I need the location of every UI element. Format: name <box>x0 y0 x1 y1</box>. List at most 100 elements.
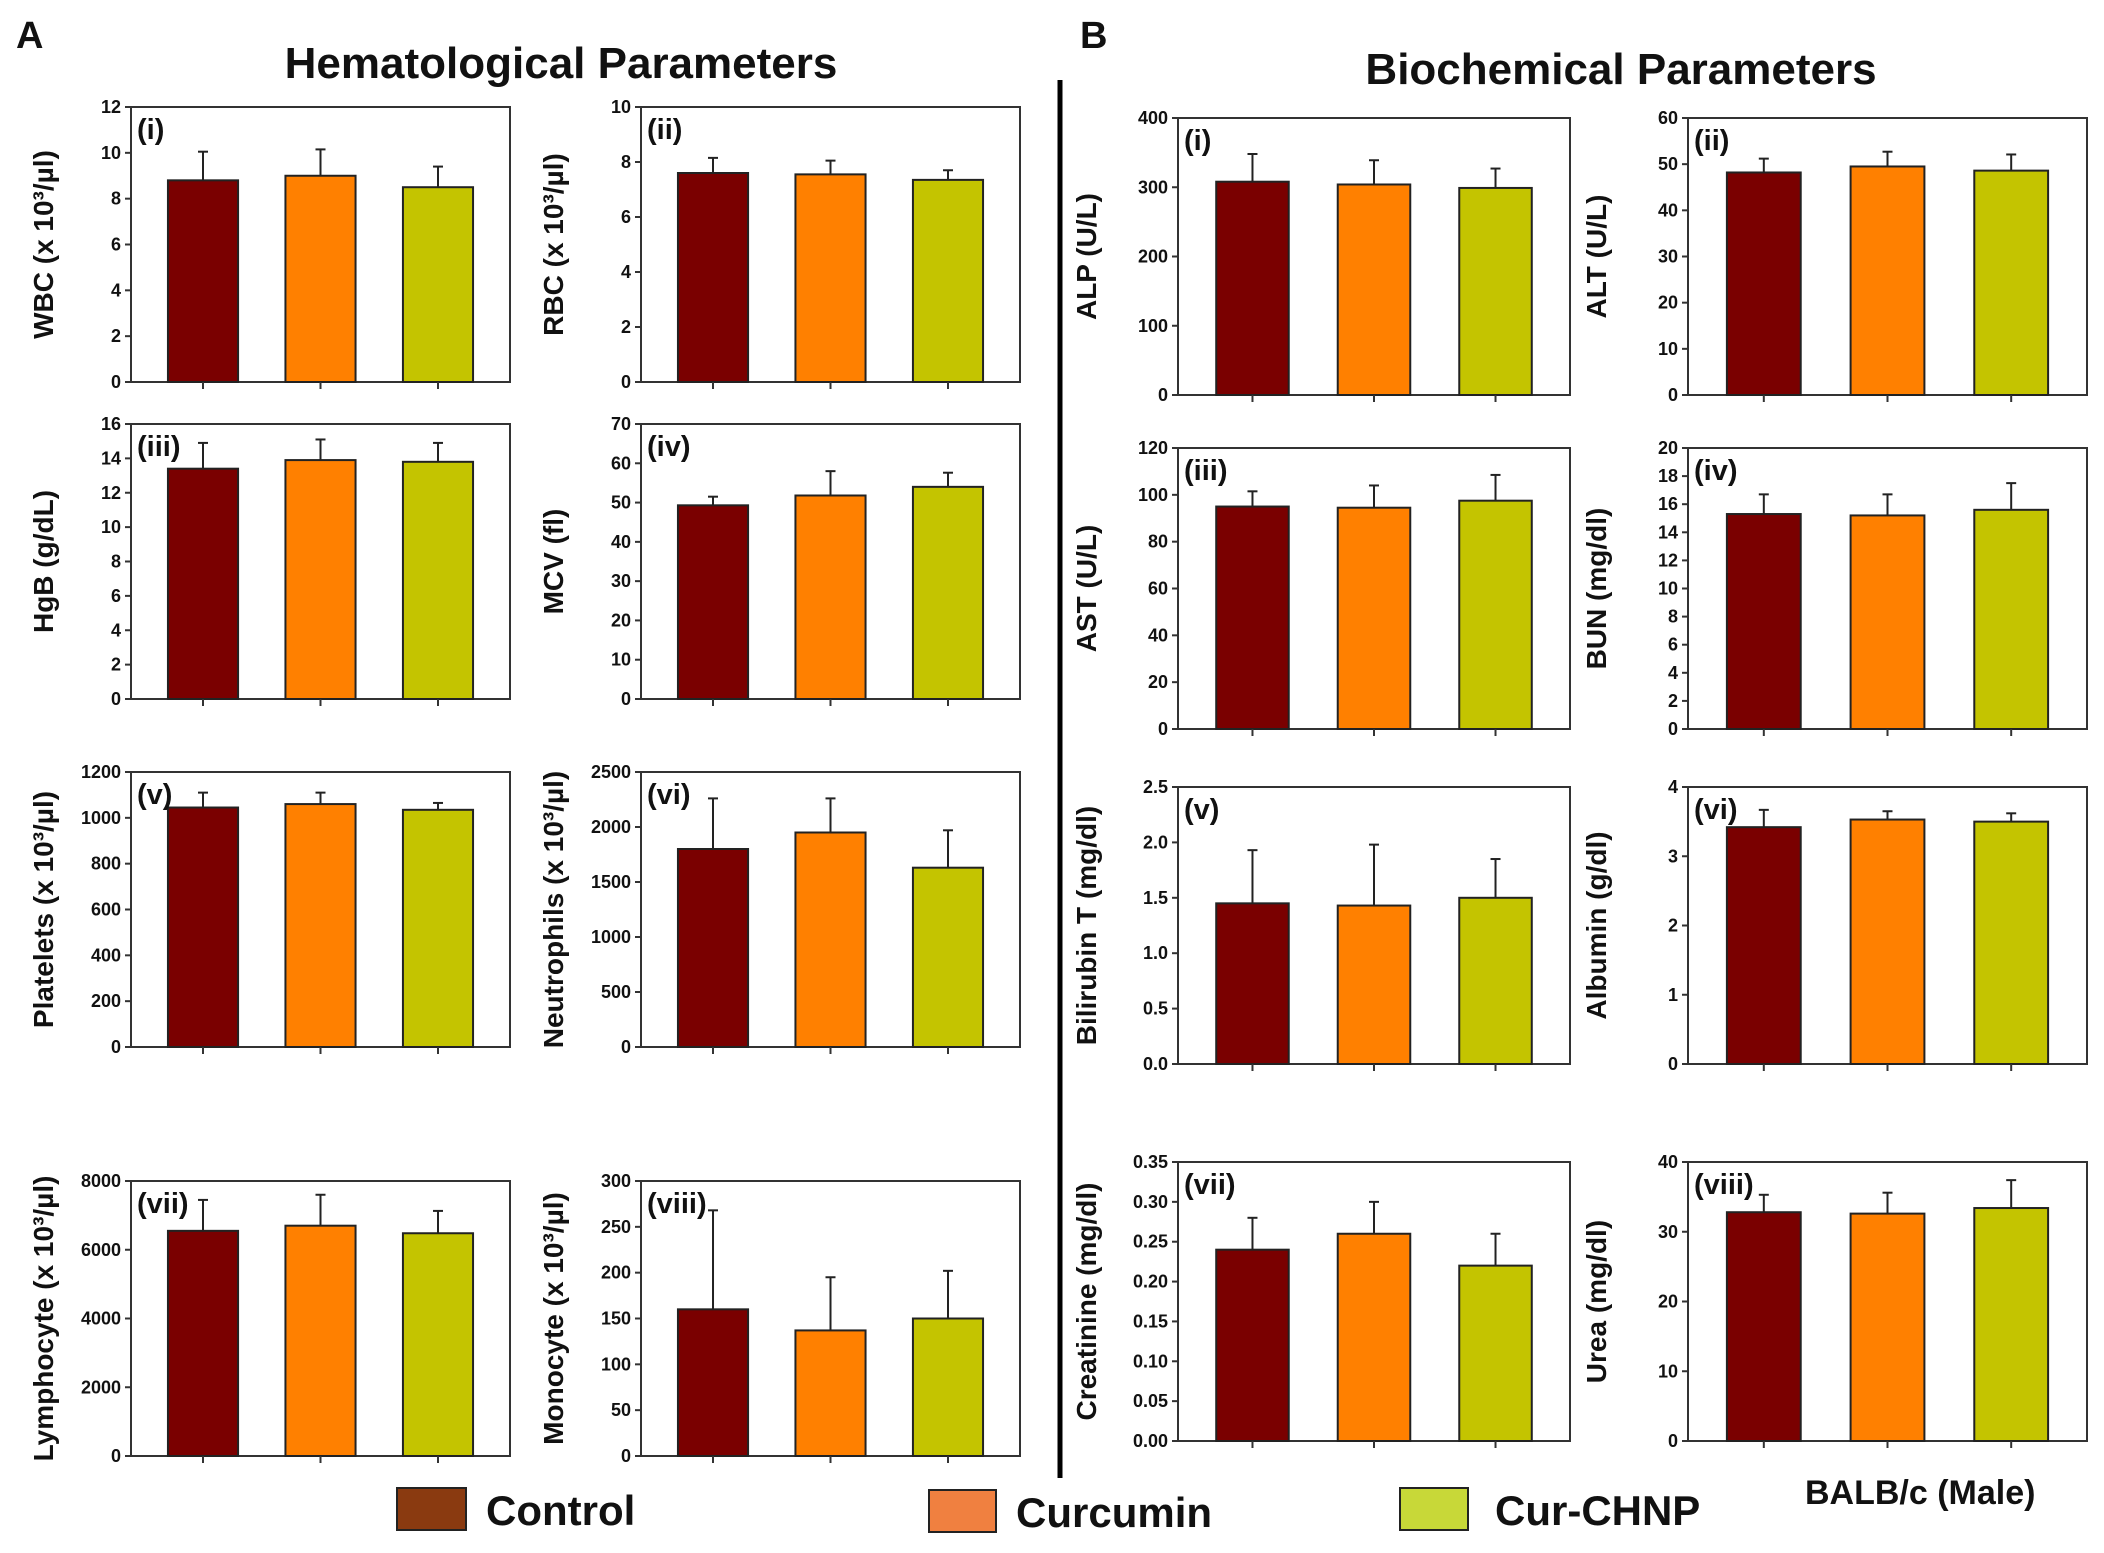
y-tick-label: 10 <box>1658 339 1678 359</box>
y-tick-label: 8 <box>111 552 121 572</box>
panel-label: (i) <box>137 114 164 146</box>
y-tick-label: 12 <box>101 483 121 503</box>
y-axis-label: AST (U/L) <box>1071 525 1102 653</box>
y-tick-label: 20 <box>1658 438 1678 458</box>
y-tick-label: 60 <box>1148 579 1168 599</box>
y-tick-label: 16 <box>101 414 121 434</box>
y-tick-label: 10 <box>101 143 121 163</box>
y-tick-label: 40 <box>1658 200 1678 220</box>
y-axis-label: MCV (fl) <box>538 509 569 615</box>
y-tick-label: 1000 <box>81 808 121 828</box>
bar-curcumin <box>284 459 357 700</box>
y-axis-label: Creatinine (mg/dl) <box>1071 1182 1102 1420</box>
y-tick-label: 100 <box>601 1354 631 1374</box>
y-tick-label: 20 <box>1658 293 1678 313</box>
bar-curcumin <box>284 803 357 1048</box>
bar-cur-chnp <box>911 866 985 1049</box>
subplot-b-5: 0.0 0.5 1.0 1.5 2.0 2.5 (v) Bilirubin T (mg/dl) <box>1071 777 1571 1074</box>
y-axis-label: Monocyte (x 10³/µl) <box>538 1192 569 1445</box>
y-tick-label: 0 <box>111 372 121 392</box>
y-axis-label: ALT (U/L) <box>1581 195 1612 319</box>
bar-curcumin <box>1336 904 1412 1066</box>
bar-cur-chnp <box>911 1317 985 1457</box>
y-tick-label: 40 <box>1148 625 1168 645</box>
y-tick-label: 30 <box>611 571 631 591</box>
legend-swatch-control <box>396 1487 467 1531</box>
subplot-a-2: 0 2 4 6 8 10 (ii) RBC (x 10³/µl) <box>538 97 1021 392</box>
y-tick-label: 400 <box>91 945 121 965</box>
y-tick-label: 20 <box>1148 672 1168 692</box>
y-tick-label: 10 <box>101 517 121 537</box>
y-tick-label: 8 <box>111 189 121 209</box>
subplot-a-8: 0 50 100 150 200 250 300 (viii) Monocyte (x 10³/… <box>538 1171 1021 1466</box>
bar-control <box>1725 171 1802 396</box>
y-tick-label: 14 <box>101 448 121 468</box>
y-tick-label: 200 <box>601 1263 631 1283</box>
y-tick-label: 8000 <box>81 1171 121 1191</box>
bar-curcumin <box>1336 506 1412 730</box>
panel-label: (iii) <box>1184 455 1228 487</box>
legend-label-cur-chnp: Cur-CHNP <box>1495 1487 1700 1534</box>
y-axis-label: Urea (mg/dl) <box>1581 1220 1612 1383</box>
y-tick-label: 2 <box>621 317 631 337</box>
subplot-a-3: 0 2 4 6 8 10 12 14 16 (iii) HgB (g/dL) <box>28 414 511 709</box>
bar-curcumin <box>794 831 867 1048</box>
y-tick-label: 18 <box>1658 466 1678 486</box>
bar-curcumin <box>1849 1212 1926 1442</box>
legend-label-curcumin: Curcumin <box>1016 1489 1212 1536</box>
y-tick-label: 0 <box>621 1037 631 1057</box>
subplot-b-1: 0 100 200 300 400 (i) ALP (U/L) <box>1071 108 1571 405</box>
y-tick-label: 400 <box>1138 108 1168 128</box>
y-tick-label: 0.10 <box>1133 1351 1168 1371</box>
y-tick-label: 1500 <box>591 872 631 892</box>
y-axis-label: Lymphocyte (x 10³/µl) <box>28 1176 59 1462</box>
panel-label: (i) <box>1184 125 1211 157</box>
y-tick-label: 14 <box>1658 522 1678 542</box>
legend: Control Curcumin Cur-CHNP BALB/c (Male) <box>396 1474 2035 1536</box>
panel-label: (v) <box>137 779 172 811</box>
y-tick-label: 4 <box>111 620 121 640</box>
y-tick-label: 0 <box>111 689 121 709</box>
y-tick-label: 70 <box>611 414 631 434</box>
y-tick-label: 16 <box>1658 494 1678 514</box>
y-tick-label: 8 <box>1668 607 1678 627</box>
bar-curcumin <box>1849 514 1926 730</box>
y-tick-label: 2500 <box>591 762 631 782</box>
y-tick-label: 50 <box>1658 154 1678 174</box>
bar-control <box>166 1229 240 1457</box>
y-tick-label: 0 <box>621 372 631 392</box>
y-axis-label: BUN (mg/dl) <box>1581 508 1612 670</box>
subplot-b-3: 0 20 40 60 80 100 120 (iii) AST (U/L) <box>1071 438 1571 739</box>
bar-cur-chnp <box>1973 169 2050 396</box>
y-tick-label: 0.00 <box>1133 1431 1168 1451</box>
y-tick-label: 0 <box>1158 719 1168 739</box>
y-tick-label: 0 <box>111 1037 121 1057</box>
bar-control <box>676 1308 750 1458</box>
bar-curcumin <box>1849 818 1926 1065</box>
y-tick-label: 2 <box>1668 916 1678 936</box>
y-tick-label: 0.05 <box>1133 1391 1168 1411</box>
bar-control <box>1215 902 1290 1066</box>
bar-curcumin <box>1336 183 1412 396</box>
y-tick-label: 3 <box>1668 846 1678 866</box>
y-tick-label: 50 <box>611 493 631 513</box>
subplot-a-6: 0 500 1000 1500 2000 2500 (vi) Neutrophils (x 1… <box>538 762 1021 1057</box>
y-tick-label: 120 <box>1138 438 1168 458</box>
y-tick-label: 0 <box>1158 385 1168 405</box>
subplot-b-4: 0 2 4 6 8 10 12 14 16 18 20 (iv) BUN (mg/dl) <box>1581 438 2088 739</box>
panel-label: (iv) <box>647 431 691 463</box>
y-tick-label: 60 <box>611 453 631 473</box>
strain-note: BALB/c (Male) <box>1805 1474 2035 1512</box>
bar-control <box>1215 505 1290 730</box>
bar-cur-chnp <box>911 178 985 383</box>
subplot-a-4: 0 10 20 30 40 50 60 70 (iv) MCV (fl) <box>538 414 1021 709</box>
y-axis-label: Bilirubin T (mg/dl) <box>1071 806 1102 1046</box>
bar-control <box>1725 826 1802 1065</box>
y-tick-label: 2000 <box>591 817 631 837</box>
bar-control <box>166 806 240 1048</box>
y-tick-label: 30 <box>1658 247 1678 267</box>
subplot-b-6: 0 1 2 3 4 (vi) Albumin (g/dl) <box>1581 777 2088 1074</box>
bar-cur-chnp <box>401 1232 475 1457</box>
y-tick-label: 200 <box>91 991 121 1011</box>
